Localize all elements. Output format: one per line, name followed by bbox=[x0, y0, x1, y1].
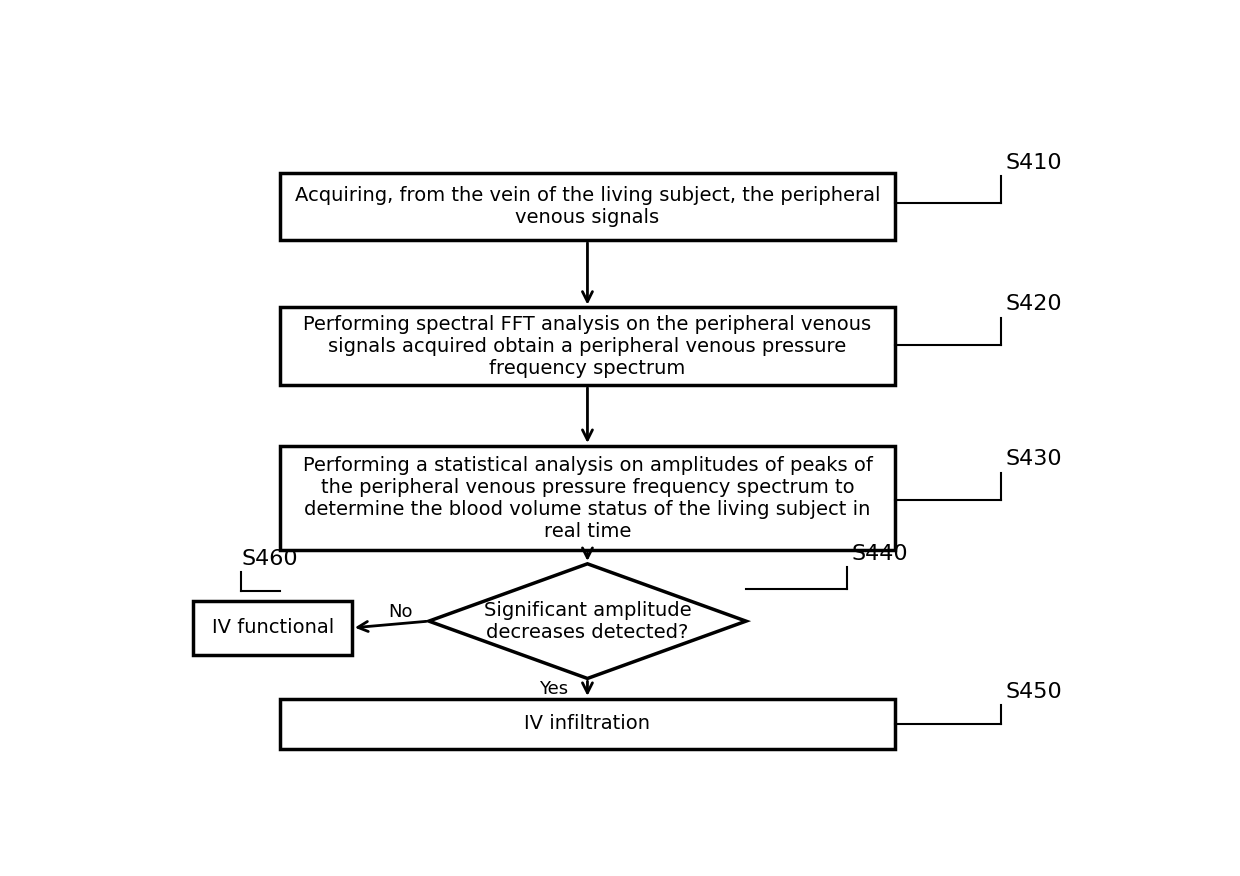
Text: Significant amplitude
decreases detected?: Significant amplitude decreases detected… bbox=[484, 601, 691, 641]
Text: Performing spectral FFT analysis on the peripheral venous
signals acquired obtai: Performing spectral FFT analysis on the … bbox=[304, 314, 872, 378]
FancyBboxPatch shape bbox=[280, 699, 895, 749]
Polygon shape bbox=[429, 564, 746, 679]
FancyBboxPatch shape bbox=[280, 307, 895, 385]
FancyBboxPatch shape bbox=[193, 601, 352, 655]
Text: S460: S460 bbox=[242, 548, 298, 569]
Text: S410: S410 bbox=[1006, 152, 1063, 173]
Text: IV functional: IV functional bbox=[212, 618, 334, 638]
FancyBboxPatch shape bbox=[280, 446, 895, 550]
Text: S440: S440 bbox=[852, 544, 909, 564]
Text: Performing a statistical analysis on amplitudes of peaks of
the peripheral venou: Performing a statistical analysis on amp… bbox=[303, 456, 873, 540]
FancyBboxPatch shape bbox=[280, 173, 895, 240]
Text: S450: S450 bbox=[1006, 682, 1063, 702]
Text: Yes: Yes bbox=[539, 680, 568, 697]
Text: IV infiltration: IV infiltration bbox=[525, 715, 651, 733]
Text: S430: S430 bbox=[1006, 449, 1063, 470]
Text: Acquiring, from the vein of the living subject, the peripheral
venous signals: Acquiring, from the vein of the living s… bbox=[295, 186, 880, 227]
Text: No: No bbox=[388, 604, 413, 621]
Text: S420: S420 bbox=[1006, 294, 1063, 314]
